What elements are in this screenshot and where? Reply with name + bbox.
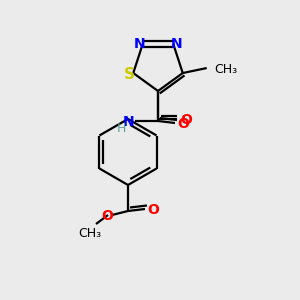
Text: N: N xyxy=(123,115,135,128)
Text: O: O xyxy=(147,202,159,217)
Text: CH₃: CH₃ xyxy=(215,63,238,76)
Text: N: N xyxy=(134,38,146,52)
Text: H: H xyxy=(116,122,126,135)
Text: O: O xyxy=(180,112,192,127)
Text: N: N xyxy=(170,38,182,52)
Text: O: O xyxy=(177,116,189,130)
Text: O: O xyxy=(101,208,113,223)
Text: S: S xyxy=(124,67,135,82)
Text: CH₃: CH₃ xyxy=(78,227,102,240)
